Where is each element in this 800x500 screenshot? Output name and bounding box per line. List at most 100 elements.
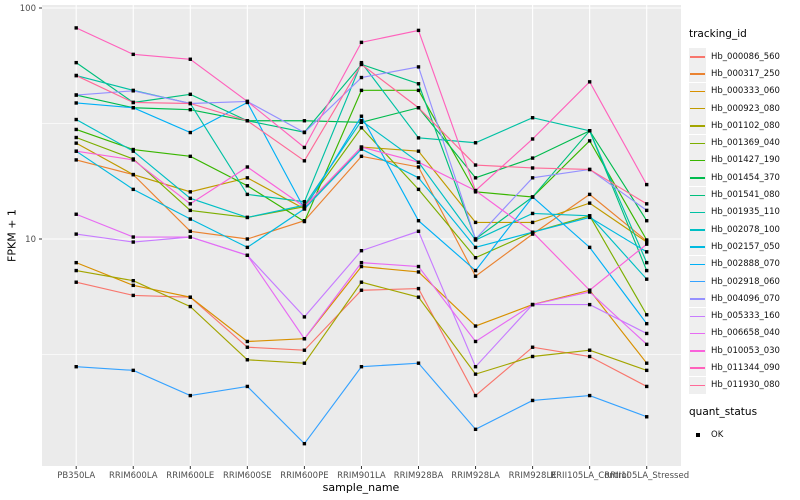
data-point <box>587 354 592 359</box>
data-point <box>74 73 78 78</box>
x-tick-label: RRII105LA_Control <box>550 471 629 481</box>
data-point <box>587 288 592 292</box>
x-tick-label: RRIM928BA <box>394 471 444 481</box>
legend-item: Hb_002078_100 <box>689 221 799 239</box>
data-point <box>359 119 364 123</box>
data-point <box>645 277 649 281</box>
data-point <box>359 147 364 151</box>
data-point <box>359 60 364 65</box>
data-point <box>74 93 78 97</box>
data-point <box>416 219 421 223</box>
data-point <box>473 393 478 398</box>
legend-items: Hb_000086_560 Hb_000317_250 Hb_000333_060 H… <box>689 48 799 394</box>
data-point <box>645 208 649 213</box>
legend-item-label: Hb_010053_030 <box>711 345 780 356</box>
data-point <box>530 137 535 141</box>
data-point <box>359 75 364 80</box>
data-point <box>645 238 649 242</box>
legend-key-swatch-icon <box>689 376 706 394</box>
data-point <box>587 245 592 250</box>
data-point <box>245 339 250 344</box>
legend-item: Hb_002157_050 <box>689 238 799 256</box>
data-point <box>587 393 592 398</box>
quant-ok-label: OK <box>711 429 724 440</box>
legend-item: Hb_000086_560 <box>689 48 799 66</box>
data-point <box>188 57 192 61</box>
data-point <box>188 101 192 106</box>
legend-key-swatch-icon <box>689 342 706 360</box>
data-point <box>473 427 478 432</box>
data-point <box>74 158 78 162</box>
data-point <box>188 217 192 221</box>
data-point <box>245 237 250 241</box>
legend-color-line <box>690 246 705 248</box>
data-point <box>416 361 421 365</box>
data-point <box>416 65 421 69</box>
legend-color-line <box>690 194 705 196</box>
legend-key-swatch-icon <box>689 65 706 83</box>
data-point <box>645 415 649 419</box>
data-point <box>302 145 307 150</box>
data-point <box>473 339 478 344</box>
legend-item: Hb_001427_190 <box>689 151 799 169</box>
data-point <box>416 136 421 140</box>
legend-color-line <box>690 142 705 145</box>
legend-item: Hb_001102_080 <box>689 117 799 135</box>
legend-item-label: Hb_000317_250 <box>711 68 780 79</box>
legend-item-label: Hb_002157_050 <box>711 241 780 252</box>
legend-item-label: Hb_006658_040 <box>711 328 780 339</box>
legend-item: Hb_011344_090 <box>689 359 799 377</box>
data-point <box>188 154 192 159</box>
legend-item: Hb_000317_250 <box>689 65 799 83</box>
data-point <box>645 331 649 336</box>
data-point <box>302 219 307 224</box>
data-point <box>416 88 421 93</box>
legend-color-line <box>690 263 705 266</box>
legend-color-line <box>690 211 705 214</box>
data-point <box>188 304 192 309</box>
legend-key-swatch-icon <box>689 48 706 66</box>
data-point <box>416 28 421 33</box>
legend-item: Hb_004096_070 <box>689 290 799 308</box>
data-point <box>188 208 192 213</box>
data-point <box>473 237 478 241</box>
data-point <box>359 40 364 45</box>
data-point <box>416 295 421 299</box>
data-point <box>359 88 364 93</box>
x-tick-label: RRIM928LA <box>451 471 500 481</box>
data-point <box>416 82 421 86</box>
legend-title-quant-status: quant_status <box>689 405 758 418</box>
legend-key-swatch-icon <box>689 273 706 290</box>
data-point <box>416 106 421 110</box>
data-point <box>473 274 478 278</box>
legend-item-label: Hb_011344_090 <box>711 362 780 373</box>
data-point <box>645 313 649 317</box>
legend-color-line <box>690 315 705 317</box>
data-point <box>74 268 78 273</box>
data-point <box>188 130 192 135</box>
data-point <box>74 280 78 284</box>
legend-item-label: Hb_000923_080 <box>711 103 780 114</box>
data-point <box>74 141 78 145</box>
data-point <box>131 283 135 288</box>
data-point <box>530 398 535 403</box>
legend-item: Hb_001935_110 <box>689 203 799 221</box>
data-point <box>359 264 364 269</box>
data-point <box>188 92 192 97</box>
legend-key-swatch-icon <box>689 100 706 118</box>
data-point <box>416 264 421 269</box>
legend-color-line <box>690 229 705 231</box>
legend-item-label: Hb_004096_070 <box>711 293 780 304</box>
data-point <box>74 260 78 265</box>
data-point <box>587 129 592 133</box>
data-point <box>131 187 135 192</box>
data-point <box>245 358 250 362</box>
legend-item-label: Hb_001102_080 <box>711 120 780 131</box>
legend-item-label: Hb_001427_190 <box>711 155 780 166</box>
data-point <box>302 119 307 123</box>
legend-color-line <box>690 177 705 179</box>
x-tick-label: RRIM600LA <box>109 471 158 481</box>
x-axis-title: sample_name <box>322 481 400 494</box>
legend-item: Hb_006658_040 <box>689 324 799 342</box>
legend-key-swatch-icon <box>689 290 706 308</box>
